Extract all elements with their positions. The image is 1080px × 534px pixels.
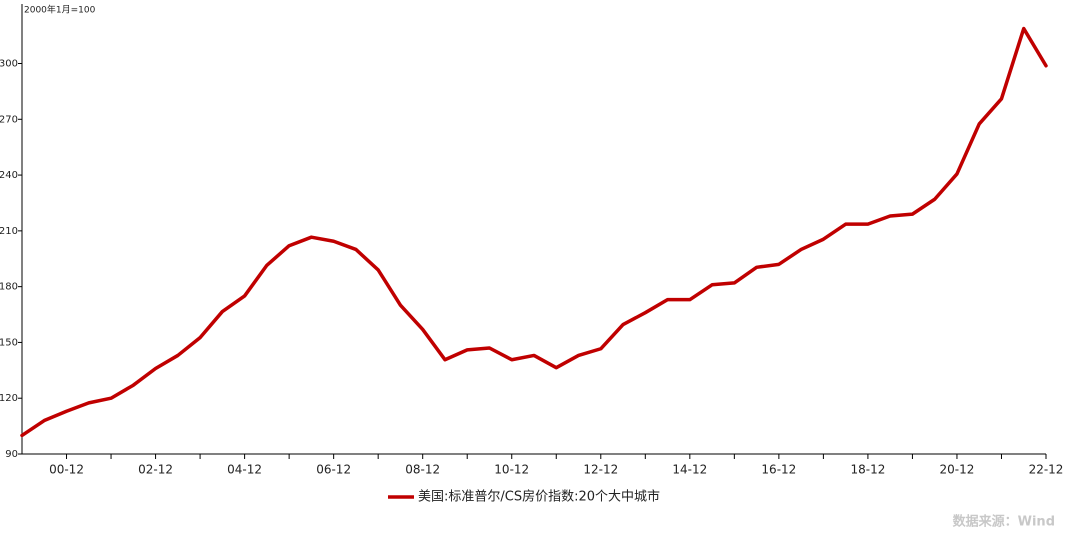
x-tick-label: 00-12 [49,463,84,477]
x-tick-label: 14-12 [672,463,707,477]
y-axis-label: 2000年1月=100 [24,4,96,16]
x-tick-label: 20-12 [940,463,975,477]
y-tick-label: 150 [0,337,18,348]
x-tick-label: 18-12 [850,463,885,477]
x-tick-label: 12-12 [583,463,618,477]
y-tick-label: 300 [0,59,18,70]
x-tick-label: 02-12 [138,463,173,477]
x-tick-label: 16-12 [761,463,796,477]
data-line [20,26,1048,438]
x-tick-label: 04-12 [227,463,262,477]
y-tick-label: 120 [0,393,18,404]
x-tick-label: 10-12 [494,463,529,477]
y-tick-label: 270 [0,114,18,125]
y-tick-label: 210 [0,226,18,237]
y-tick-label: 240 [0,170,18,181]
x-tick-label: 08-12 [405,463,440,477]
x-tick-label: 22-12 [1029,463,1064,477]
source: 数据来源：Wind [953,514,1055,530]
x-tick-label: 06-12 [316,463,351,477]
y-tick-label: 180 [0,282,18,293]
legend-label: 美国:标准普尔/CS房价指数:20个大中城市 [418,489,660,505]
y-tick-label: 90 [5,449,18,460]
